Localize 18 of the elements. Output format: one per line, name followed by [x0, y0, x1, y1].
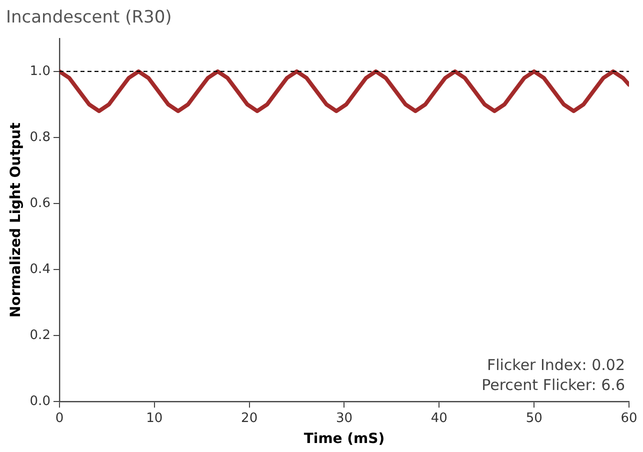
chart-title: Incandescent (R30) — [6, 8, 172, 28]
y-tick-label: 0.2 — [30, 328, 50, 343]
annotation: Percent Flicker: 6.6 — [482, 376, 625, 394]
y-tick-label: 0.8 — [30, 130, 50, 145]
y-tick-label: 0.4 — [30, 262, 50, 277]
x-tick-label: 10 — [146, 410, 163, 426]
y-tick-label: 0.0 — [30, 394, 50, 409]
x-tick-label: 40 — [430, 410, 448, 426]
x-tick-label: 20 — [241, 410, 258, 426]
x-tick-label: 60 — [620, 410, 638, 426]
y-tick-label: 0.6 — [30, 196, 50, 211]
annotation: Flicker Index: 0.02 — [486, 356, 625, 374]
x-tick-label: 30 — [336, 410, 353, 426]
x-axis-title: Time (mS) — [304, 431, 385, 448]
y-axis-title: Normalized Light Output — [8, 122, 24, 318]
x-tick-label: 0 — [55, 410, 64, 426]
x-tick-label: 50 — [526, 410, 542, 426]
y-tick-label: 1.0 — [30, 64, 50, 79]
